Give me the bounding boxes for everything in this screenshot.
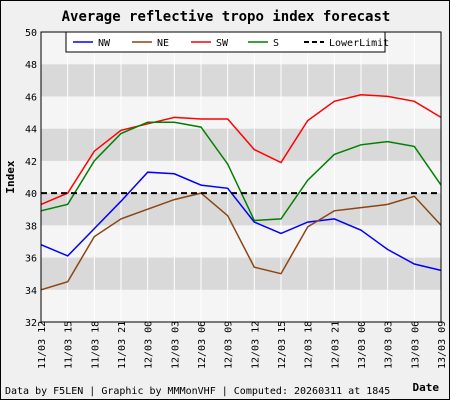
- series-lines: [40, 94, 442, 291]
- legend-label-sw: SW: [216, 38, 229, 49]
- x-tick-label: 11/03 21: [117, 321, 128, 369]
- x-tick-label: 12/03 06: [197, 321, 208, 369]
- x-tick-label: 12/03 09: [224, 321, 235, 369]
- y-axis-label: Index: [4, 160, 17, 193]
- y-tick-label: 50: [25, 28, 37, 39]
- background-band: [41, 193, 441, 226]
- footer-credits: Data by F5LEN | Graphic by MMMonVHF | Co…: [5, 386, 390, 397]
- x-axis-label: Date: [413, 381, 440, 394]
- series-line-ne: [40, 192, 442, 291]
- x-tick-label: 11/03 18: [90, 321, 101, 369]
- background-band: [41, 64, 441, 97]
- y-tick-label: 48: [25, 60, 37, 71]
- y-tick-label: 46: [25, 92, 37, 103]
- y-tick-label: 44: [25, 125, 37, 136]
- x-tick-label: 12/03 15: [277, 321, 288, 369]
- series-line-nw: [40, 171, 442, 272]
- x-tick-label: 13/03 03: [384, 321, 395, 369]
- x-tick-label: 12/03 12: [250, 321, 261, 369]
- background-band: [41, 257, 441, 290]
- chart-title: Average reflective tropo index forecast: [62, 9, 391, 25]
- background-band: [41, 160, 441, 194]
- x-tick-label: 12/03 03: [170, 321, 181, 369]
- legend-label-lowerlimit: LowerLimit: [329, 38, 389, 49]
- x-tick-label: 11/03 12: [37, 321, 48, 369]
- legend-label-nw: NW: [98, 38, 111, 49]
- x-tick-labels: 11/03 12 11/03 15 11/03 18 11/03 21 12/03 00…: [37, 321, 448, 369]
- x-tick-label: 13/03 06: [410, 321, 421, 369]
- series-line-sw: [40, 94, 442, 206]
- x-tick-label: 13/03 00: [357, 321, 368, 369]
- x-tick-label: 11/03 15: [64, 321, 75, 369]
- x-tick-label: 12/03 18: [304, 321, 315, 369]
- x-tick-label: 13/03 09: [437, 321, 448, 369]
- y-tick-label: 34: [25, 286, 37, 297]
- background-bands: [41, 32, 441, 322]
- y-tick-label: 36: [25, 254, 37, 265]
- x-tick-label: 12/03 00: [144, 321, 155, 369]
- background-band: [41, 289, 441, 322]
- x-gridlines: [67, 32, 415, 322]
- x-tick-label: 12/03 21: [330, 321, 341, 369]
- y-tick-label: 42: [25, 157, 37, 168]
- y-tick-label: 32: [25, 318, 37, 329]
- y-tick-label: 40: [25, 189, 37, 200]
- legend-box: [65, 31, 386, 53]
- background-band: [41, 96, 441, 129]
- legend-label-ne: NE: [157, 38, 169, 49]
- y-tick-label: 38: [25, 221, 37, 232]
- legend-label-s: S: [273, 38, 279, 49]
- y-tick-labels: 32 34 36 38 40 42 44 46 48 50: [25, 28, 37, 329]
- legend: NW NE SW S LowerLimit: [65, 31, 389, 53]
